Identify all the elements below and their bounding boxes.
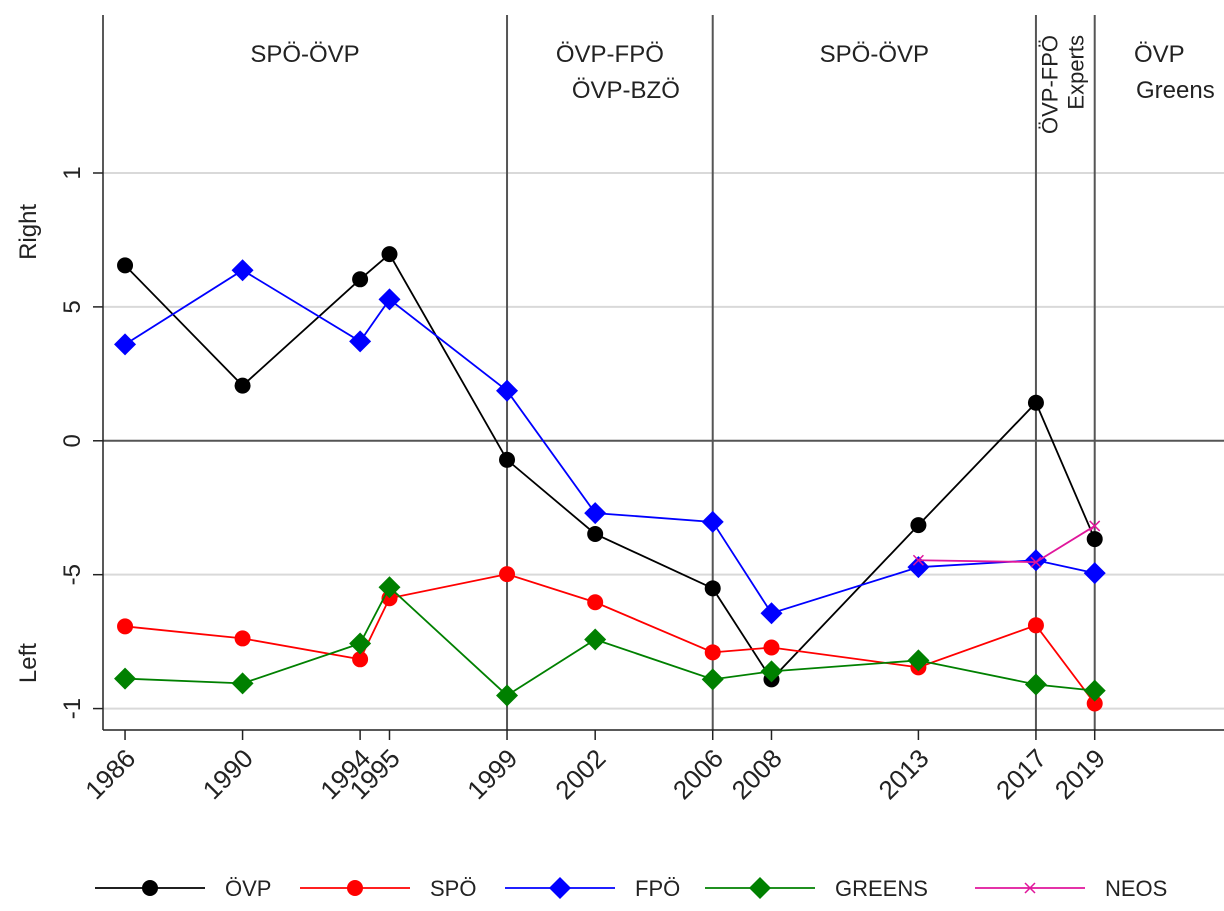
x-tick-label: 1986 [79, 743, 141, 805]
data-point [584, 628, 607, 651]
legend-marker [549, 877, 571, 899]
data-point [1086, 695, 1103, 712]
legend-label: ÖVP [225, 876, 271, 901]
x-tick-label: 1999 [461, 743, 523, 805]
data-point [701, 668, 724, 691]
series-line [124, 252, 1096, 681]
data-point [760, 602, 783, 625]
data-point [352, 651, 369, 668]
period-label: ÖVP-FPÖ [556, 41, 664, 68]
data-point [117, 257, 134, 274]
data-point [349, 330, 372, 353]
data-point [704, 644, 721, 661]
data-point [763, 639, 780, 656]
period-label: ÖVP-BZÖ [572, 77, 680, 104]
data-point [117, 618, 134, 635]
data-point [378, 288, 401, 311]
data-point [349, 632, 372, 655]
data-point [352, 271, 369, 288]
y-axis-label: Right [15, 204, 42, 260]
x-tick-label: 2019 [1049, 743, 1111, 805]
data-point [381, 246, 398, 263]
legend-label: NEOS [1105, 876, 1167, 901]
y-tick-label: 5 [59, 300, 86, 313]
series-line [124, 573, 1096, 705]
data-point [1089, 520, 1101, 532]
data-point [910, 517, 927, 534]
legend-label: FPÖ [635, 876, 680, 901]
x-tick-label: 2017 [990, 743, 1052, 805]
y-tick-label: -5 [59, 564, 86, 585]
period-label: Experts [1063, 35, 1088, 110]
legend-marker [1024, 882, 1036, 894]
data-point [496, 684, 519, 707]
series-line [918, 525, 1096, 564]
data-point [584, 502, 607, 525]
x-tick-label: 1990 [197, 743, 259, 805]
legend-marker [347, 880, 363, 896]
y-axis-label: Left [15, 643, 42, 683]
data-point [1024, 549, 1047, 572]
data-point [760, 660, 783, 683]
data-point [496, 379, 519, 402]
data-point [1083, 679, 1106, 702]
data-point [114, 333, 137, 356]
data-point [704, 580, 721, 597]
x-tick-label: 2013 [873, 743, 935, 805]
legend-label: GREENS [835, 876, 928, 901]
data-point [378, 576, 401, 599]
data-point [231, 259, 254, 282]
period-label: SPÖ-ÖVP [820, 41, 929, 68]
data-point [234, 630, 251, 647]
data-point [1083, 562, 1106, 585]
x-tick-label: 2008 [726, 743, 788, 805]
legend-marker [142, 880, 158, 896]
data-point [114, 667, 137, 690]
data-point [499, 566, 516, 583]
period-label: ÖVP-FPÖ [1037, 35, 1062, 134]
data-point [499, 451, 516, 468]
y-tick-label: 1 [59, 166, 86, 179]
data-point [231, 672, 254, 695]
data-point [912, 554, 924, 566]
series-line [125, 585, 1095, 697]
period-label: Greens [1136, 77, 1215, 104]
data-point [587, 525, 604, 542]
legend-label: SPÖ [430, 876, 476, 901]
data-point [1027, 617, 1044, 634]
data-point [234, 377, 251, 394]
data-point [1024, 673, 1047, 696]
legend-marker [749, 877, 771, 899]
data-point [1030, 556, 1042, 568]
period-label: SPÖ-ÖVP [250, 41, 359, 68]
period-label: ÖVP [1134, 41, 1185, 68]
x-tick-label: 2006 [667, 743, 729, 805]
data-point [1027, 394, 1044, 411]
data-point [907, 556, 930, 579]
data-point [587, 594, 604, 611]
data-point [701, 510, 724, 533]
y-tick-label: -1 [59, 698, 86, 719]
data-point [907, 649, 930, 672]
y-tick-label: 0 [59, 434, 86, 447]
data-point [1086, 531, 1103, 548]
x-tick-label: 2002 [549, 743, 611, 805]
